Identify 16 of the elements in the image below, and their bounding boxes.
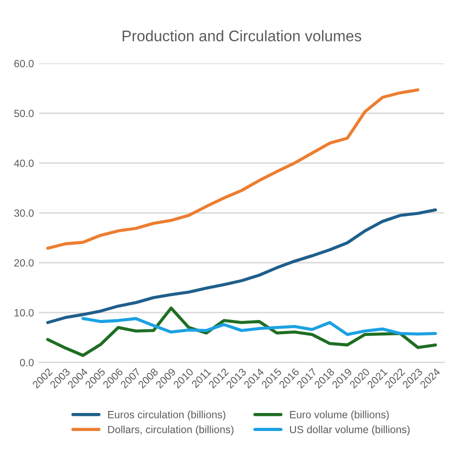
y-tick-label: 20.0 bbox=[14, 259, 34, 267]
legend-label: Dollars, circulation (billions) bbox=[108, 426, 234, 436]
line-series bbox=[46, 88, 420, 250]
y-tick-label: 60.0 bbox=[14, 60, 34, 68]
y-tick-label: 10.0 bbox=[14, 309, 34, 316]
legend-label: US dollar volume (billions) bbox=[290, 426, 410, 436]
line-series bbox=[46, 208, 437, 324]
legend-label: Euros circulation (billions) bbox=[108, 410, 226, 420]
legend-label: Euro volume (billions) bbox=[290, 410, 389, 420]
y-tick-label: 30.0 bbox=[14, 209, 34, 217]
y-tick-label: 40.0 bbox=[14, 160, 34, 167]
y-tick-label: 0.0 bbox=[20, 358, 34, 366]
line-series bbox=[46, 306, 437, 357]
y-tick-label: 50.0 bbox=[14, 110, 34, 118]
line-series bbox=[81, 317, 437, 336]
chart-title: Production and Circulation volumes bbox=[122, 30, 362, 42]
